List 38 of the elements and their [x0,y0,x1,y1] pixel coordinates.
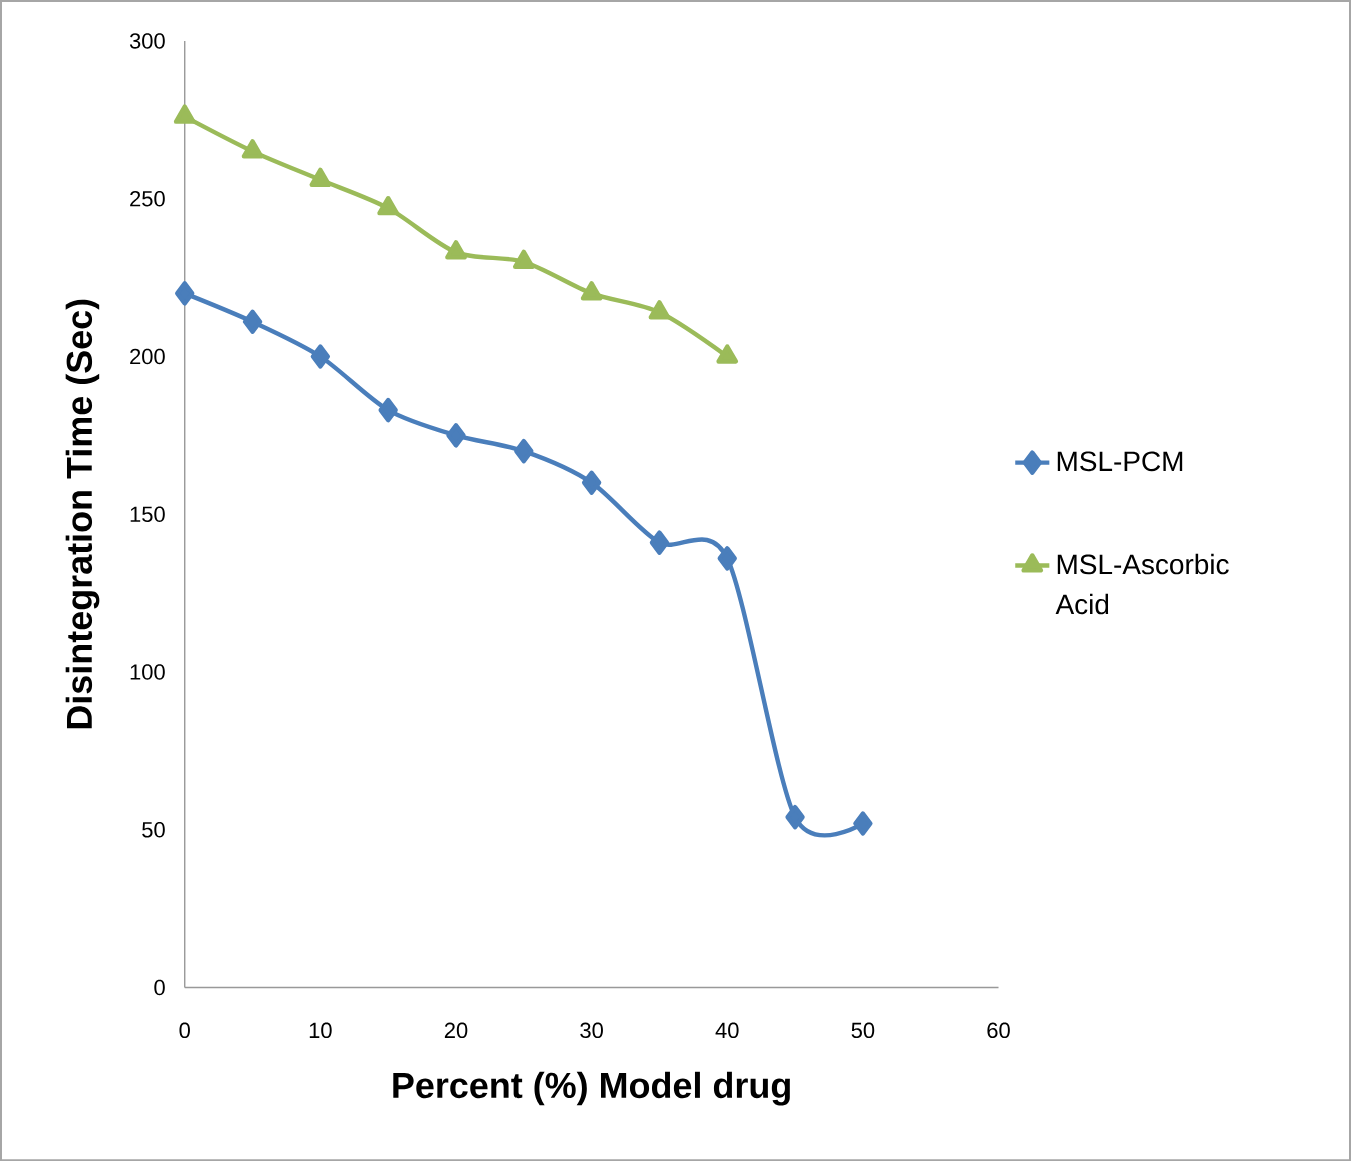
point [648,299,671,320]
x-tick-label: 40 [715,1022,739,1038]
point [853,811,873,836]
point [514,438,534,464]
y-axis-title: Disintegration Time (Sec) [65,299,100,729]
point [717,546,737,571]
x-tick-label: 50 [851,1022,875,1038]
point [175,281,195,306]
y-tick-label: 150 [130,506,165,522]
point [580,281,603,301]
y-tick-label: 250 [130,190,165,207]
y-tick-label: 200 [130,348,165,365]
point [242,309,263,334]
x-tick-label: 20 [444,1022,468,1038]
point [173,104,196,124]
legend-label: MSL-PCM [1057,451,1183,472]
point [378,397,398,423]
point [512,249,535,269]
point [785,804,805,830]
point [377,195,400,216]
x-tick-label: 60 [987,1022,1010,1038]
point [581,470,602,495]
x-axis-title: Percent (%) Model drug [393,1071,790,1106]
point [309,167,332,187]
point [310,344,331,369]
point [446,423,466,448]
x-tick-label: 0 [179,1022,190,1038]
point [649,530,670,555]
y-tick-label: 0 [154,979,165,996]
point [241,139,264,159]
y-tick-label: 300 [129,33,165,49]
point [445,240,467,260]
point [716,344,739,364]
y-tick-label: 50 [142,821,165,838]
legend-label: MSL-Ascorbic Acid [1055,553,1229,615]
x-tick-label: 10 [309,1022,332,1038]
x-tick-label: 30 [580,1022,603,1038]
y-tick-label: 100 [130,664,165,680]
